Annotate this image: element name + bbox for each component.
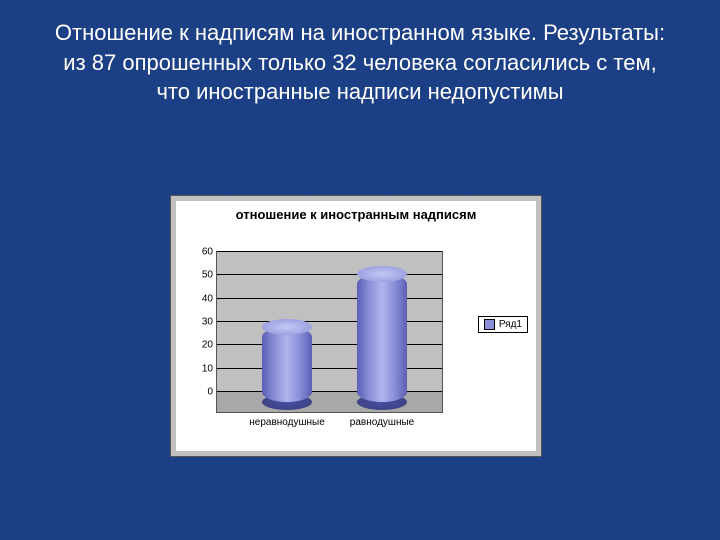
- chart-title: отношение к иностранным надписям: [176, 207, 536, 223]
- y-axis-tick-label: 60: [183, 247, 217, 258]
- y-axis-tick-label: 20: [183, 340, 217, 351]
- chart-legend: Ряд1: [478, 316, 528, 333]
- slide-title: Отношение к надписям на иностранном язык…: [50, 18, 670, 107]
- gridline: [217, 368, 442, 369]
- gridline: [217, 251, 442, 252]
- gridline: [217, 321, 442, 322]
- chart-inner-panel: отношение к иностранным надписям 0102030…: [176, 201, 536, 451]
- gridline: [217, 391, 442, 392]
- y-axis-tick-label: 50: [183, 270, 217, 281]
- y-axis-tick-label: 40: [183, 293, 217, 304]
- chart-container: отношение к иностранным надписям 0102030…: [170, 195, 542, 457]
- chart-plot-area: 0102030405060неравнодушныеравнодушные: [216, 251, 443, 413]
- x-axis-category-label: неравнодушные: [249, 417, 325, 428]
- bar-cylinder: [357, 264, 407, 412]
- x-axis-category-label: равнодушные: [350, 417, 414, 428]
- gridline: [217, 298, 442, 299]
- bar-top: [357, 266, 407, 282]
- bar-top: [262, 319, 312, 335]
- bar-cylinder: [262, 317, 312, 412]
- gridline: [217, 274, 442, 275]
- gridline: [217, 344, 442, 345]
- legend-swatch: [484, 319, 495, 330]
- slide: Отношение к надписям на иностранном язык…: [0, 0, 720, 540]
- bar-body: [262, 327, 312, 402]
- chart-floor: [217, 391, 442, 412]
- y-axis-tick-label: 30: [183, 317, 217, 328]
- bar-body: [357, 274, 407, 402]
- y-axis-tick-label: 10: [183, 363, 217, 374]
- y-axis-tick-label: 0: [183, 387, 217, 398]
- legend-label: Ряд1: [499, 319, 522, 330]
